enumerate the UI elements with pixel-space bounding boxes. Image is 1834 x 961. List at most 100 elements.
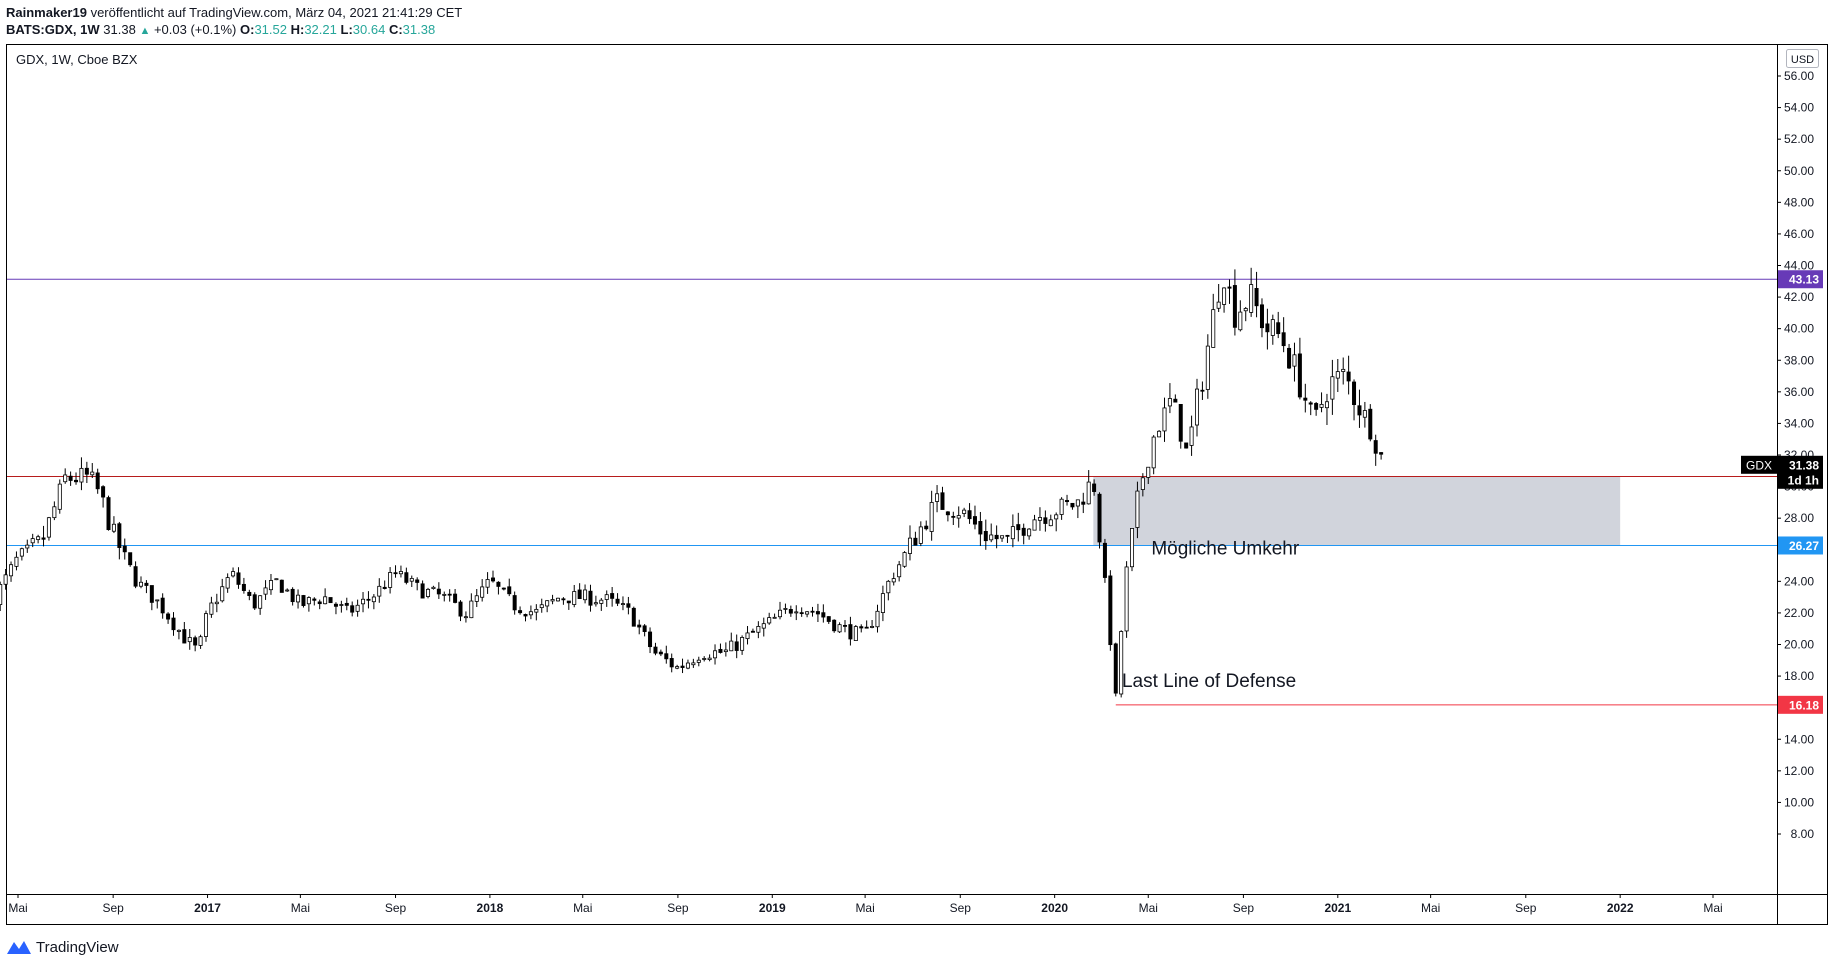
- candle-body: [967, 510, 972, 520]
- candle-body: [723, 649, 728, 653]
- candle-body: [534, 608, 539, 613]
- symbol-tag: [1741, 455, 1777, 474]
- candle-body: [729, 640, 734, 652]
- candle-body: [555, 597, 560, 602]
- candle-body: [518, 610, 523, 614]
- candle-body: [1319, 403, 1324, 408]
- candle-body: [436, 588, 441, 595]
- candle-body: [1054, 514, 1059, 520]
- x-tick-label: 2020: [1041, 901, 1068, 915]
- candle-body: [870, 626, 875, 628]
- candle-body: [1254, 288, 1259, 307]
- candle-body: [864, 626, 869, 629]
- candle-body: [247, 591, 252, 596]
- candle-body: [1205, 345, 1210, 390]
- candle-body: [101, 486, 106, 498]
- candle-body: [1259, 304, 1264, 329]
- price-tag: [1778, 270, 1823, 289]
- candle-body: [1167, 398, 1172, 407]
- candle-body: [837, 624, 842, 633]
- chart-header: Rainmaker19 veröffentlicht auf TradingVi…: [6, 4, 462, 40]
- publish-text: veröffentlicht auf TradingView.com, März…: [90, 5, 463, 20]
- candle-body: [485, 579, 490, 588]
- candle-body: [225, 577, 230, 589]
- candle-body: [285, 589, 290, 592]
- candle-body: [306, 597, 311, 605]
- candle-body: [496, 581, 501, 587]
- chart-annotation: Mögliche Umkehr: [1151, 538, 1299, 559]
- y-tick-label: 24.00: [1784, 574, 1814, 588]
- candle-body: [350, 605, 355, 613]
- candle-body: [1243, 308, 1248, 312]
- candle-body: [886, 580, 891, 594]
- candle-body: [111, 523, 116, 532]
- candle-body: [398, 571, 403, 575]
- candle-body: [1102, 542, 1107, 578]
- candle-body: [588, 590, 593, 606]
- candle-body: [713, 650, 718, 659]
- candle-body: [469, 600, 474, 619]
- candle-body: [63, 474, 68, 483]
- author-name[interactable]: Rainmaker19: [6, 5, 87, 20]
- candle-body: [1140, 477, 1145, 490]
- x-tick-label: 2019: [759, 901, 786, 915]
- currency-button[interactable]: USD: [1786, 49, 1819, 68]
- candle-body: [1357, 405, 1362, 416]
- y-tick-label: 22.00: [1784, 606, 1814, 620]
- candle-body: [918, 526, 923, 544]
- candle-body: [561, 598, 566, 601]
- candle-body: [539, 604, 544, 609]
- candle-body: [1292, 354, 1297, 367]
- candle-body: [913, 537, 918, 546]
- candle-body: [680, 665, 685, 668]
- candle-body: [1086, 481, 1091, 505]
- candle-body: [1324, 401, 1329, 409]
- candle-body: [1005, 534, 1010, 537]
- currency-label: USD: [1791, 54, 1814, 66]
- tradingview-footer[interactable]: TradingView: [6, 938, 119, 956]
- candle-body: [767, 617, 772, 624]
- candle-body: [994, 534, 999, 540]
- candle-body: [139, 581, 144, 587]
- candle-body: [117, 523, 122, 548]
- candle-body: [685, 662, 690, 669]
- candle-body: [220, 586, 225, 602]
- candle-body: [106, 497, 111, 531]
- candle-body: [377, 585, 382, 597]
- candle-body: [1330, 376, 1335, 400]
- candle-body: [880, 593, 885, 613]
- candle-body: [1178, 403, 1183, 442]
- candle-body: [1032, 519, 1037, 531]
- candle-body: [935, 493, 940, 502]
- candle-body: [1216, 301, 1221, 309]
- candle-body: [675, 666, 680, 669]
- candle-body: [832, 619, 837, 632]
- x-tick-label: Sep: [1233, 901, 1255, 915]
- candle-body: [1222, 287, 1227, 305]
- candle-body: [128, 552, 133, 566]
- candle-body: [642, 625, 647, 632]
- candle-body: [52, 506, 57, 519]
- low-label: L:: [340, 22, 353, 37]
- candle-body: [263, 587, 268, 595]
- candle-body: [1113, 643, 1118, 694]
- candle-body: [788, 609, 793, 614]
- candle-body: [1297, 353, 1302, 398]
- candle-body: [696, 659, 701, 663]
- candle-body: [328, 597, 333, 604]
- y-tick-label: 44.00: [1784, 259, 1814, 273]
- high-value: 32.21: [304, 22, 337, 37]
- price-chart[interactable]: Mögliche Umkehr Last Line of Defense 8.00…: [0, 0, 1834, 930]
- candle-body: [84, 467, 89, 475]
- candle-body: [36, 536, 41, 540]
- candle-body: [1146, 466, 1151, 478]
- reversal-zone: [1093, 476, 1621, 546]
- candle-body: [301, 595, 306, 606]
- x-tick-label: Mai: [1703, 901, 1722, 915]
- candle-body: [956, 515, 961, 519]
- candle-body: [566, 600, 571, 604]
- candle-body: [604, 594, 609, 600]
- candle-body: [3, 574, 8, 585]
- candle-body: [312, 598, 317, 601]
- candle-body: [296, 594, 301, 603]
